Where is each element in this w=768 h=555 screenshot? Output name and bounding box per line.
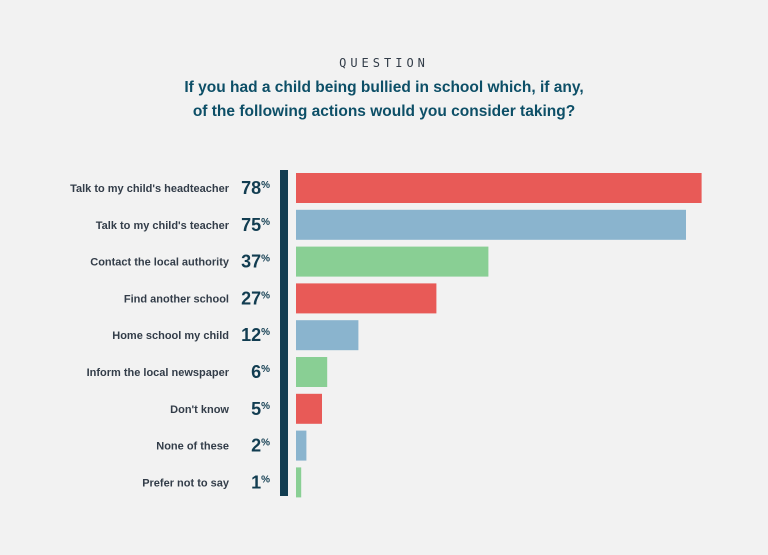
bar	[296, 467, 302, 498]
value-number: 5	[251, 399, 261, 419]
percent-sign: %	[261, 327, 270, 338]
percent-sign: %	[261, 217, 270, 228]
title-line-1: If you had a child being bullied in scho…	[184, 79, 584, 96]
title-line-2: of the following actions would you consi…	[192, 103, 576, 120]
value-number: 1	[251, 472, 261, 492]
bar	[296, 173, 702, 203]
category-label: Talk to my child's teacher	[96, 220, 230, 232]
value-number: 37	[241, 252, 261, 272]
percent-sign: %	[261, 180, 270, 191]
value-label: 27%	[241, 288, 270, 308]
value-label: 78%	[241, 178, 270, 198]
category-label: Home school my child	[112, 330, 229, 342]
value-number: 12	[241, 325, 261, 345]
bar	[296, 357, 328, 387]
value-number: 78	[241, 178, 261, 198]
value-number: 27	[241, 288, 261, 308]
value-label: 5%	[251, 399, 270, 419]
value-label: 12%	[241, 325, 270, 345]
question-kicker: QUESTION	[339, 56, 429, 70]
category-label: Don't know	[170, 404, 229, 416]
percent-sign: %	[261, 438, 270, 449]
chart-title: If you had a child being bullied in scho…	[0, 76, 768, 124]
value-number: 6	[251, 362, 261, 382]
category-label: Inform the local newspaper	[87, 367, 230, 379]
value-label: 37%	[241, 252, 270, 272]
value-label: 6%	[251, 362, 270, 382]
category-label: None of these	[156, 441, 229, 453]
labels-group: Talk to my child's headteacher 78% Talk to…	[70, 178, 270, 492]
bar	[296, 246, 489, 277]
value-label: 1%	[251, 472, 270, 492]
bar	[296, 320, 359, 351]
percent-sign: %	[261, 474, 270, 485]
category-label: Talk to my child's headteacher	[70, 183, 230, 195]
category-label: Contact the local authority	[90, 257, 230, 269]
category-label: Find another school	[124, 293, 229, 305]
percent-sign: %	[261, 401, 270, 412]
category-label: Prefer not to say	[142, 477, 230, 489]
bar	[296, 209, 686, 240]
bar	[296, 430, 307, 461]
bars-group	[296, 173, 702, 498]
value-label: 75%	[241, 215, 270, 235]
percent-sign: %	[261, 290, 270, 301]
bar	[296, 393, 322, 424]
axis-bar	[280, 170, 288, 496]
value-number: 2	[251, 436, 261, 456]
value-number: 75	[241, 215, 261, 235]
bar	[296, 283, 437, 314]
value-label: 2%	[251, 436, 270, 456]
percent-sign: %	[261, 364, 270, 375]
percent-sign: %	[261, 254, 270, 265]
